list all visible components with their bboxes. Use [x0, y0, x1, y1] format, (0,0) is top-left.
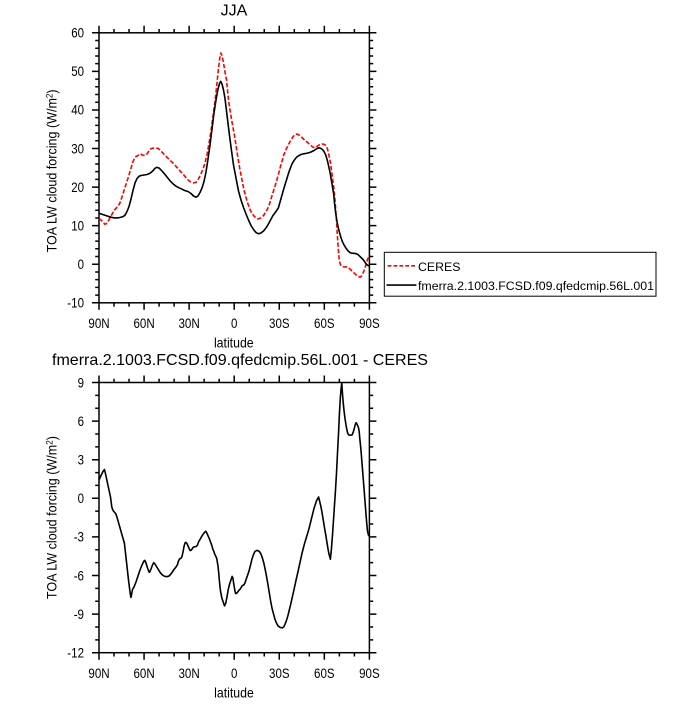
svg-text:90N: 90N — [88, 666, 109, 681]
svg-text:0: 0 — [78, 257, 84, 272]
svg-text:-10: -10 — [67, 296, 84, 311]
svg-text:60S: 60S — [314, 666, 335, 681]
svg-text:90S: 90S — [359, 666, 380, 681]
svg-text:9: 9 — [78, 375, 84, 390]
svg-text:fmerra.2.1003.FCSD.f09.qfedcmi: fmerra.2.1003.FCSD.f09.qfedcmip.56L.001 — [418, 279, 654, 293]
svg-text:6: 6 — [78, 414, 84, 429]
svg-text:10: 10 — [71, 219, 84, 234]
svg-text:-3: -3 — [74, 530, 84, 545]
svg-text:latitude: latitude — [214, 684, 254, 700]
svg-text:60S: 60S — [314, 316, 335, 331]
svg-text:40: 40 — [71, 103, 84, 118]
svg-text:30: 30 — [71, 141, 84, 156]
svg-text:30N: 30N — [179, 316, 200, 331]
svg-text:3: 3 — [78, 453, 84, 468]
svg-text:JJA: JJA — [221, 2, 248, 19]
svg-text:-6: -6 — [74, 568, 84, 583]
svg-text:0: 0 — [231, 666, 237, 681]
svg-text:50: 50 — [71, 64, 84, 79]
svg-text:latitude: latitude — [214, 334, 254, 350]
svg-text:30S: 30S — [269, 666, 290, 681]
svg-text:fmerra.2.1003.FCSD.f09.qfedcmi: fmerra.2.1003.FCSD.f09.qfedcmip.56L.001 … — [52, 352, 428, 369]
svg-text:0: 0 — [231, 316, 237, 331]
svg-text:20: 20 — [71, 180, 84, 195]
svg-text:CERES: CERES — [418, 260, 461, 274]
svg-text:30S: 30S — [269, 316, 290, 331]
svg-text:-12: -12 — [67, 646, 84, 661]
svg-text:60N: 60N — [134, 316, 155, 331]
svg-text:30N: 30N — [179, 666, 200, 681]
svg-text:TOA LW cloud forcing (W/m2): TOA LW cloud forcing (W/m2) — [44, 436, 60, 599]
svg-text:-9: -9 — [74, 607, 84, 622]
svg-text:90N: 90N — [88, 316, 109, 331]
svg-text:0: 0 — [78, 491, 84, 506]
svg-text:60: 60 — [71, 26, 84, 41]
svg-text:60N: 60N — [134, 666, 155, 681]
svg-text:TOA LW cloud forcing (W/m2): TOA LW cloud forcing (W/m2) — [44, 89, 60, 252]
svg-text:90S: 90S — [359, 316, 380, 331]
